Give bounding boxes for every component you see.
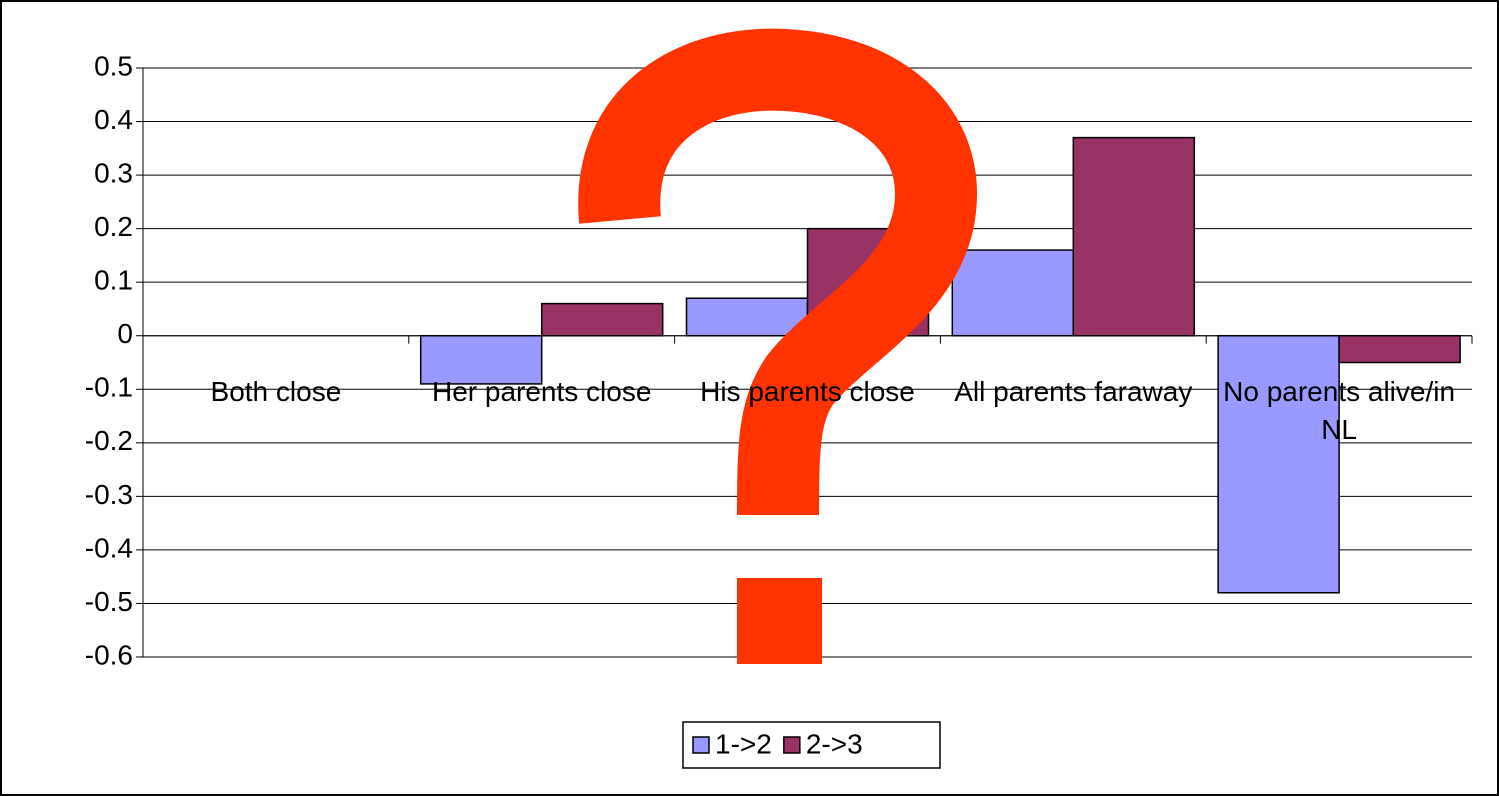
- x-tick-label: Her parents close: [431, 376, 652, 407]
- legend-swatch: [692, 736, 710, 754]
- x-tick-label: No parents alive/in NL: [1223, 376, 1456, 445]
- bar: [1217, 334, 1340, 594]
- y-tick-label: 0.3: [94, 157, 133, 188]
- y-tick-label: 0.2: [94, 211, 133, 242]
- bar: [419, 334, 543, 385]
- y-tick-label: -0.6: [85, 639, 133, 670]
- y-tick-label: -0.3: [85, 479, 133, 510]
- y-tick-label: -0.5: [85, 586, 133, 617]
- question-mark: [578, 28, 977, 664]
- y-tick-label: -0.2: [85, 425, 133, 456]
- bar: [1072, 136, 1196, 337]
- legend-swatch: [783, 736, 801, 754]
- x-tick-label: Both close: [210, 376, 342, 407]
- x-tick-label: His parents close: [700, 376, 915, 407]
- y-tick-label: 0.4: [94, 104, 133, 135]
- question-mark-dot: [737, 578, 822, 664]
- y-tick-label: 0.1: [94, 265, 133, 296]
- bar: [685, 297, 809, 337]
- bar: [540, 302, 664, 337]
- legend-label: 2->3: [806, 728, 863, 759]
- y-tick-label: 0.5: [94, 50, 133, 81]
- y-tick-label: -0.1: [85, 372, 133, 403]
- y-tick-label: -0.4: [85, 532, 133, 563]
- question-mark-hook: [578, 28, 977, 516]
- legend-box: [682, 721, 941, 769]
- bar: [1338, 334, 1461, 364]
- bar: [951, 249, 1075, 337]
- y-tick-label: 0: [117, 318, 133, 349]
- legend-label: 1->2: [715, 728, 772, 759]
- x-tick-label: All parents faraway: [954, 376, 1193, 407]
